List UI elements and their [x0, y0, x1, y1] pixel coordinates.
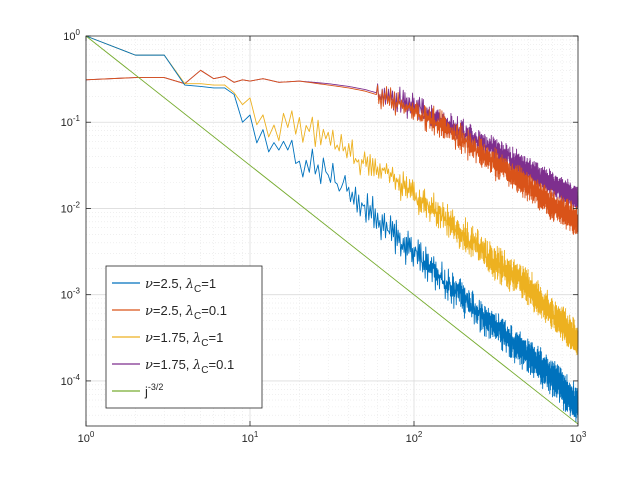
y-tick-label: 10-1 — [61, 114, 81, 129]
series-line-0 — [85, 35, 579, 423]
tick-marks — [85, 35, 579, 426]
series-line-4 — [85, 35, 579, 425]
legend-label-2: ν=1.75, λC=1 — [145, 330, 223, 349]
legend: ν=2.5, λC=1 ν=2.5, λC=0.1 ν=1.75, λC=1 ν=1.… — [105, 265, 263, 409]
y-tick-labels: 100 10-1 10-2 10-3 10-4 — [61, 28, 81, 388]
series-line-1 — [85, 69, 579, 235]
axes-box — [85, 35, 579, 427]
x-tick-labels: 100 101 102 103 — [78, 430, 587, 445]
legend-label-1: ν=2.5, λC=0.1 — [145, 303, 227, 322]
y-tick-label: 100 — [63, 28, 80, 43]
x-tick-label: 100 — [78, 430, 95, 445]
series-lines — [85, 35, 579, 425]
series-line-3 — [85, 69, 579, 210]
series-line-2 — [85, 35, 579, 356]
y-tick-label: 10-3 — [61, 287, 81, 302]
legend-label-0: ν=2.5, λC=1 — [145, 276, 216, 295]
legend-label-3: ν=1.75, λC=0.1 — [145, 357, 234, 376]
legend-label-4: j-3/2 — [144, 382, 163, 399]
y-tick-label: 10-4 — [61, 373, 81, 388]
y-tick-label: 10-2 — [61, 200, 81, 215]
x-tick-label: 101 — [242, 430, 259, 445]
x-tick-label: 103 — [570, 430, 587, 445]
x-tick-label: 102 — [406, 430, 423, 445]
